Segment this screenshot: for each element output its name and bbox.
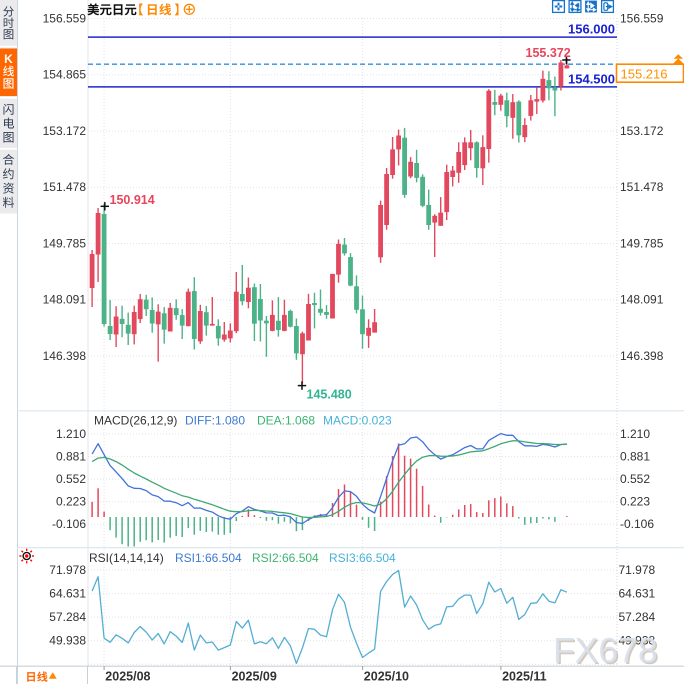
svg-text:2025/09: 2025/09 <box>232 670 277 684</box>
svg-text:153.172: 153.172 <box>43 124 87 138</box>
svg-text:FX678: FX678 <box>553 631 658 671</box>
svg-text:-0.106: -0.106 <box>620 517 654 531</box>
svg-text:149.785: 149.785 <box>620 237 664 251</box>
svg-text:154.865: 154.865 <box>43 68 87 82</box>
svg-text:155.216: 155.216 <box>621 66 668 81</box>
svg-text:2025/11: 2025/11 <box>502 670 547 684</box>
svg-text:RSI(14,14,14): RSI(14,14,14) <box>89 551 164 565</box>
svg-text:57.284: 57.284 <box>619 610 656 624</box>
svg-text:0.552: 0.552 <box>56 472 86 486</box>
svg-text:156.559: 156.559 <box>43 12 87 26</box>
svg-text:1.210: 1.210 <box>620 427 650 441</box>
svg-text:DIFF:1.080: DIFF:1.080 <box>185 414 245 428</box>
svg-text:0.881: 0.881 <box>56 450 86 464</box>
svg-text:150.914: 150.914 <box>110 193 155 207</box>
svg-text:-0.106: -0.106 <box>52 517 86 531</box>
svg-text:1.210: 1.210 <box>56 427 86 441</box>
svg-text:K: K <box>4 52 13 66</box>
svg-text:156.559: 156.559 <box>620 12 664 26</box>
svg-text:49.938: 49.938 <box>49 634 86 648</box>
svg-text:64.631: 64.631 <box>619 587 656 601</box>
svg-text:156.000: 156.000 <box>568 22 615 37</box>
svg-text:148.091: 148.091 <box>43 293 87 307</box>
svg-text:0.223: 0.223 <box>620 495 650 509</box>
svg-text:49.938: 49.938 <box>619 634 656 648</box>
svg-text:149.785: 149.785 <box>43 237 87 251</box>
svg-text:71.978: 71.978 <box>619 563 656 577</box>
svg-text:71.978: 71.978 <box>49 563 86 577</box>
svg-text:146.398: 146.398 <box>43 349 87 363</box>
svg-text:151.478: 151.478 <box>43 180 87 194</box>
svg-text:154.500: 154.500 <box>568 71 615 86</box>
svg-text:0.552: 0.552 <box>620 472 650 486</box>
svg-text:FX678: FX678 <box>555 632 660 672</box>
svg-text:57.284: 57.284 <box>49 610 86 624</box>
svg-text:148.091: 148.091 <box>620 293 664 307</box>
svg-text:MACD:0.023: MACD:0.023 <box>323 414 392 428</box>
svg-text:145.480: 145.480 <box>307 388 352 402</box>
svg-text:MACD(26,12,9): MACD(26,12,9) <box>94 414 177 428</box>
svg-text:2025/08: 2025/08 <box>105 670 150 684</box>
svg-text:RSI3:66.504: RSI3:66.504 <box>329 551 396 565</box>
svg-text:RSI2:66.504: RSI2:66.504 <box>252 551 319 565</box>
svg-text:0.223: 0.223 <box>56 495 86 509</box>
svg-text:RSI1:66.504: RSI1:66.504 <box>175 551 242 565</box>
svg-text:2025/10: 2025/10 <box>364 670 409 684</box>
svg-text:153.172: 153.172 <box>620 124 664 138</box>
svg-text:146.398: 146.398 <box>620 349 664 363</box>
svg-text:0.881: 0.881 <box>620 450 650 464</box>
svg-text:DEA:1.068: DEA:1.068 <box>257 414 315 428</box>
svg-text:155.372: 155.372 <box>526 46 571 60</box>
svg-text:64.631: 64.631 <box>49 587 86 601</box>
svg-text:151.478: 151.478 <box>620 180 664 194</box>
